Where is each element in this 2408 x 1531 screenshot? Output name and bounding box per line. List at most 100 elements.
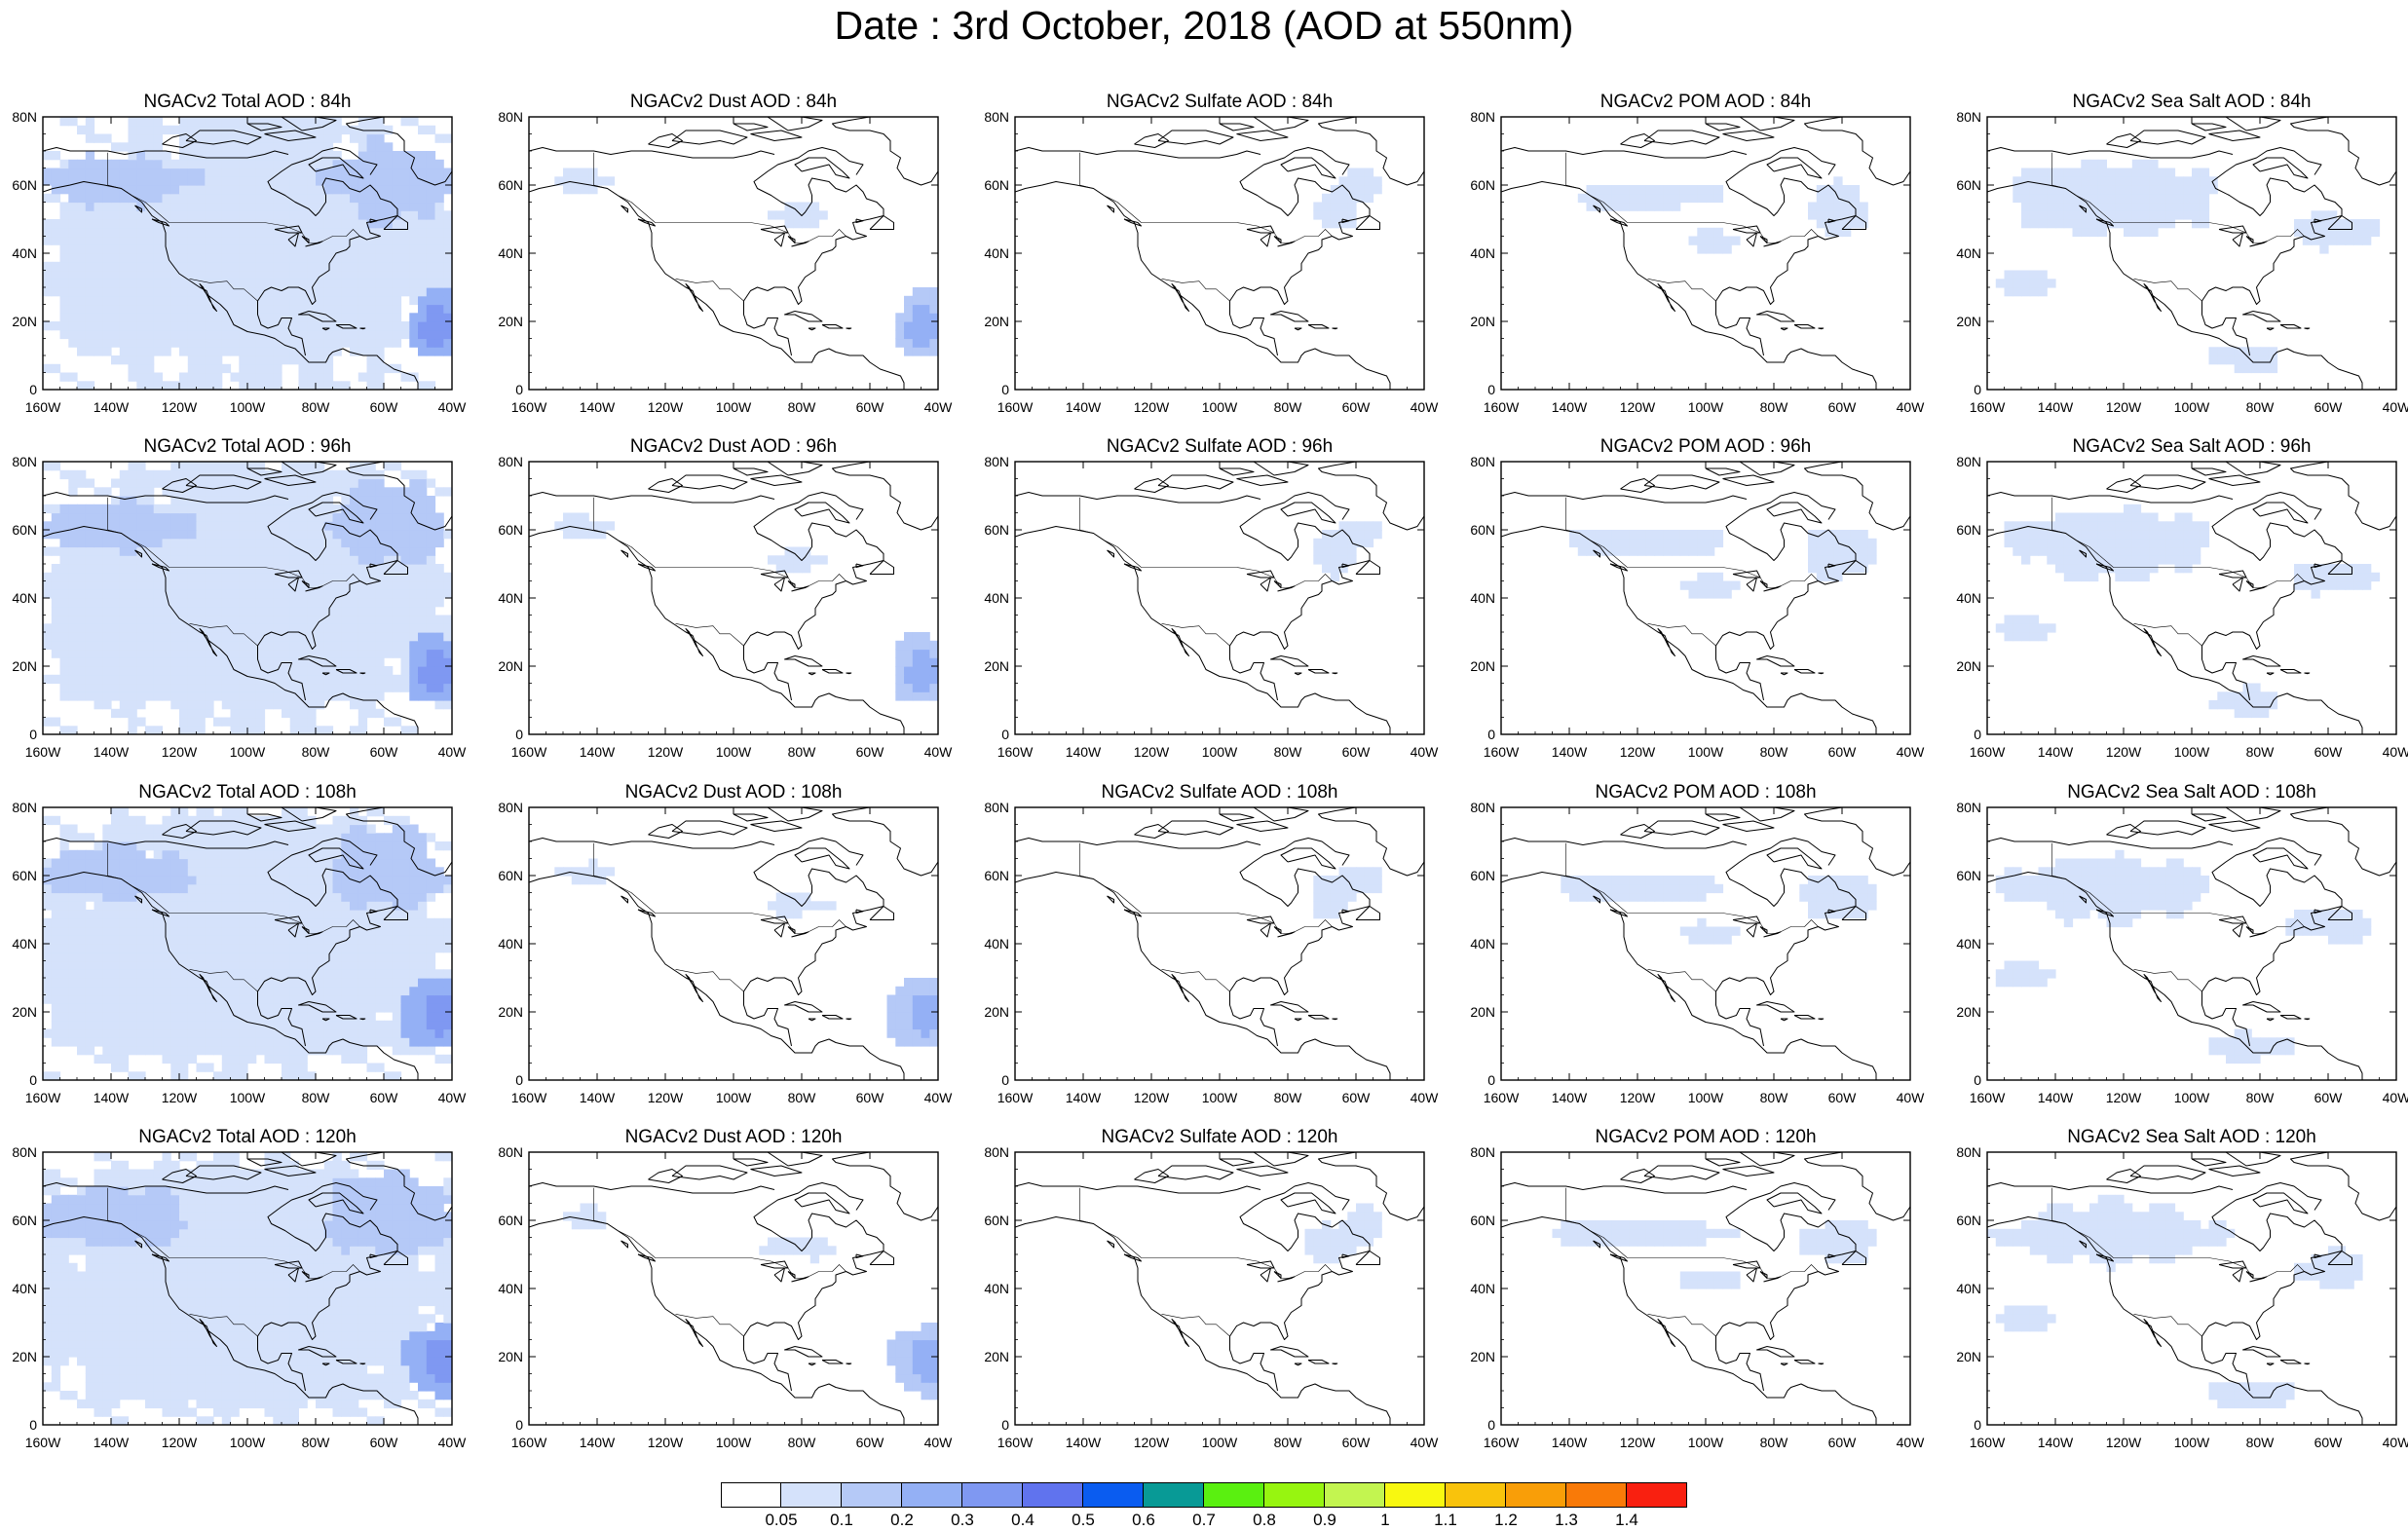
lat-tick-label: 0: [1487, 727, 1495, 742]
aod-cell: [298, 202, 308, 211]
aod-cell: [196, 227, 206, 238]
aod-cell: [350, 589, 359, 599]
aod-cell: [316, 185, 325, 195]
aod-cell: [426, 261, 436, 272]
aod-cell: [357, 159, 368, 169]
aod-cell: [357, 329, 368, 340]
aod-cell: [366, 279, 376, 288]
aod-cell: [94, 546, 103, 556]
aod-cell: [1364, 193, 1374, 204]
aod-cell: [323, 512, 334, 522]
aod-cell: [2115, 176, 2125, 186]
aod-cell: [323, 1046, 334, 1056]
lon-tick-label: 40W: [438, 399, 468, 415]
aod-cell: [247, 329, 257, 340]
aod-cell: [196, 253, 206, 263]
aod-cell: [230, 708, 240, 719]
aod-cell: [205, 151, 214, 161]
aod-cell: [2140, 521, 2150, 531]
aod-cell: [187, 623, 198, 633]
aod-cell: [307, 487, 317, 497]
aod-cell: [230, 1063, 240, 1072]
aod-cell: [179, 632, 189, 642]
island-outline: [1332, 672, 1338, 675]
aod-cell: [426, 295, 436, 306]
aod-cell: [153, 598, 163, 608]
aod-cell: [255, 632, 266, 642]
aod-cell: [350, 504, 359, 514]
aod-cell: [2234, 691, 2243, 701]
aod-cell: [102, 1012, 112, 1022]
aod-cell: [1688, 538, 1698, 548]
aod-cell: [145, 649, 155, 658]
aod-cell: [273, 1003, 282, 1013]
aod-cell: [2013, 176, 2022, 186]
aod-cell: [434, 666, 444, 676]
aod-cell: [77, 606, 87, 616]
aod-cell: [221, 133, 232, 143]
aod-cell: [323, 253, 334, 263]
aod-cell: [153, 313, 163, 322]
aod-cell: [366, 1028, 376, 1038]
aod-cell: [929, 674, 938, 685]
aod-cell: [426, 202, 436, 211]
aod-cell: [409, 598, 419, 608]
aod-cell: [119, 1003, 130, 1013]
aod-cell: [289, 1063, 299, 1072]
aod-cell: [282, 193, 291, 204]
aod-cell: [1825, 185, 1834, 195]
aod-cell: [264, 244, 274, 254]
lat-tick-label: 80N: [12, 454, 37, 469]
aod-cell: [145, 1028, 155, 1038]
aod-cell: [2021, 530, 2031, 540]
aod-cell: [434, 1003, 444, 1013]
aod-cell: [2047, 521, 2056, 531]
aod-cell: [196, 598, 206, 608]
aod-cell: [230, 1037, 240, 1047]
aod-cell: [375, 623, 385, 633]
lat-tick-label: 20N: [12, 314, 37, 329]
aod-cell: [43, 572, 53, 582]
aod-cell: [213, 478, 223, 488]
lon-tick-label: 160W: [511, 744, 547, 760]
aod-cell: [230, 674, 240, 685]
aod-cell: [2149, 168, 2159, 177]
aod-cell: [255, 598, 266, 608]
aod-cell: [1722, 236, 1732, 245]
aod-cell: [239, 1012, 248, 1022]
aod-cell: [2234, 700, 2243, 710]
aod-cell: [332, 504, 342, 514]
aod-cell: [298, 1071, 308, 1080]
aod-cell: [2038, 270, 2048, 280]
aod-cell: [153, 1003, 163, 1013]
aod-cell: [350, 287, 359, 297]
aod-cell: [119, 530, 130, 540]
aod-cell: [273, 657, 282, 667]
aod-cell: [2081, 530, 2090, 540]
aod-cell: [443, 1020, 452, 1030]
aod-cell: [179, 313, 189, 322]
aod-cell: [426, 168, 436, 177]
aod-cell: [187, 683, 198, 692]
aod-cell: [409, 546, 419, 556]
aod-cell: [187, 640, 198, 651]
aod-cell: [298, 462, 308, 471]
aod-cell: [273, 151, 282, 161]
aod-cell: [1697, 193, 1707, 204]
aod-cell: [366, 142, 376, 152]
aod-cell: [221, 159, 232, 169]
aod-cell: [43, 219, 53, 229]
aod-cell: [111, 555, 121, 565]
aod-cell: [2226, 700, 2236, 710]
aod-cell: [2311, 219, 2320, 229]
aod-cell: [213, 133, 223, 143]
aod-cell: [357, 313, 368, 322]
aod-cell: [94, 649, 103, 658]
aod-cell: [289, 1071, 299, 1080]
aod-cell: [307, 338, 317, 348]
aod-cell: [51, 1071, 61, 1080]
aod-cell: [247, 219, 257, 229]
aod-cell: [94, 176, 103, 186]
aod-cell: [2217, 355, 2227, 365]
aod-cell: [366, 657, 376, 667]
